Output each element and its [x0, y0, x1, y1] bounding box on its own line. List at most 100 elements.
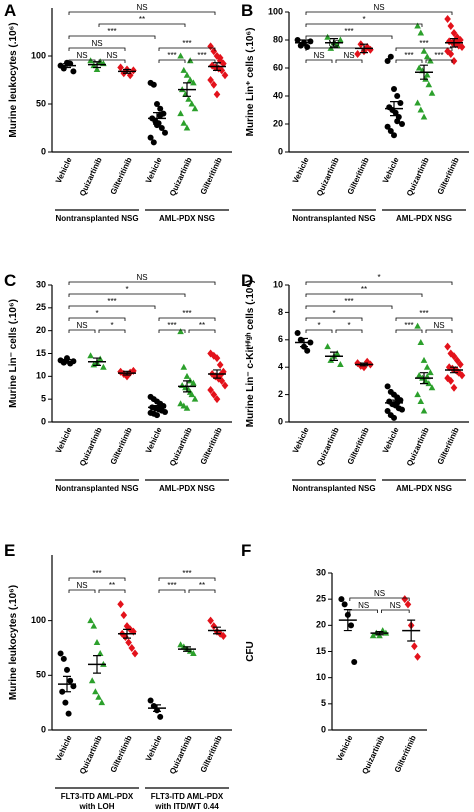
- x-tick-label: Quizartinib: [78, 734, 104, 776]
- significance-bracket: [158, 317, 216, 321]
- y-axis-label: Murine Lin⁺ cells (.10⁶): [245, 28, 256, 137]
- group-label: Nontransplanted NSG: [292, 214, 375, 223]
- significance-bracket: [305, 47, 363, 51]
- x-tick-label: Vehicle: [144, 733, 164, 762]
- error-bar: [153, 112, 161, 125]
- significance-bracket: [98, 329, 126, 333]
- significance-bracket: [395, 47, 453, 51]
- data-point: [404, 600, 412, 609]
- data-point: [445, 363, 453, 372]
- data-point: [220, 59, 227, 68]
- data-point: [425, 81, 433, 88]
- significance-bracket: [395, 59, 423, 63]
- significance-bracket: [305, 59, 333, 63]
- significance-bracket: [305, 23, 423, 27]
- data-point: [384, 383, 391, 390]
- significance-bracket: [425, 59, 453, 63]
- data-point: [177, 110, 184, 117]
- data-point: [207, 76, 214, 84]
- significance-label: *: [347, 321, 350, 330]
- data-point: [130, 66, 137, 75]
- data-point: [387, 53, 394, 60]
- y-tick-label: 0: [41, 416, 46, 426]
- data-point: [420, 113, 428, 120]
- data-point: [180, 119, 188, 126]
- error-bar: [450, 38, 458, 48]
- significance-label: *: [362, 15, 365, 24]
- significance-bracket: [188, 589, 216, 593]
- data-point: [324, 33, 331, 40]
- significance-bracket: [68, 305, 156, 309]
- significance-label: ***: [182, 39, 191, 48]
- y-tick-label: 0: [321, 724, 326, 734]
- y-tick-label: 0: [278, 146, 283, 156]
- data-point: [414, 391, 421, 398]
- data-point: [428, 384, 436, 391]
- error-bar: [330, 351, 338, 361]
- data-point: [458, 371, 466, 380]
- significance-label: ***: [167, 321, 176, 330]
- data-point: [444, 15, 451, 23]
- error-bar: [123, 370, 131, 376]
- data-point: [157, 112, 164, 119]
- y-axis-label: Murine Lin⁻ cells (.10⁶): [8, 299, 19, 408]
- data-point: [157, 105, 164, 112]
- significance-label: NS: [358, 601, 369, 610]
- x-tick-label: Quizartinib: [78, 156, 104, 198]
- significance-label: NS: [136, 273, 147, 282]
- data-point: [221, 71, 229, 80]
- significance-bracket: [68, 35, 156, 39]
- data-point: [128, 643, 136, 652]
- data-point: [158, 125, 165, 131]
- data-point: [210, 47, 218, 56]
- significance-label: ***: [182, 569, 191, 578]
- significance-bracket: [68, 329, 96, 333]
- data-point: [98, 699, 106, 706]
- significance-label: NS: [328, 39, 339, 48]
- x-tick-label: Quizartinib: [315, 426, 341, 468]
- data-point: [131, 649, 139, 658]
- data-point: [87, 352, 94, 359]
- significance-label: NS: [343, 51, 354, 60]
- data-point: [186, 76, 194, 83]
- significance-bracket: [158, 577, 216, 581]
- significance-bracket: [305, 293, 423, 297]
- significance-label: **: [199, 581, 205, 590]
- data-point: [177, 641, 184, 648]
- significance-label: ***: [197, 51, 206, 60]
- group-label: AML-PDX NSG: [159, 484, 215, 493]
- data-point: [59, 688, 66, 695]
- group-label: AML-PDX NSG: [159, 214, 215, 223]
- data-point: [399, 121, 405, 127]
- data-point: [190, 379, 197, 386]
- error-bar: [153, 404, 161, 410]
- data-point: [180, 363, 188, 370]
- error-bar: [93, 61, 101, 69]
- data-point: [415, 64, 423, 71]
- data-point: [150, 139, 157, 146]
- error-bar: [390, 101, 398, 117]
- significance-bracket: [188, 329, 216, 333]
- significance-bracket: [381, 609, 410, 613]
- data-point: [60, 655, 67, 662]
- data-point: [447, 50, 455, 58]
- group-label: AML-PDX NSG: [396, 214, 452, 223]
- significance-bracket: [335, 329, 363, 333]
- y-tick-label: 15: [316, 646, 326, 656]
- data-point: [210, 80, 218, 89]
- error-bar: [360, 43, 368, 54]
- significance-bracket: [425, 329, 453, 333]
- significance-bracket: [395, 317, 453, 321]
- y-tick-label: 10: [273, 279, 283, 289]
- x-tick-label: Quizartinib: [78, 426, 104, 468]
- error-bar: [183, 380, 191, 393]
- data-point: [220, 631, 227, 640]
- y-tick-label: 25: [316, 594, 326, 604]
- error-bar: [330, 38, 338, 48]
- significance-bracket: [98, 589, 126, 593]
- x-tick-label: Quizartinib: [315, 156, 341, 198]
- data-point: [190, 79, 197, 86]
- data-point: [88, 677, 96, 684]
- y-tick-label: 60: [273, 62, 283, 72]
- data-point: [294, 37, 301, 43]
